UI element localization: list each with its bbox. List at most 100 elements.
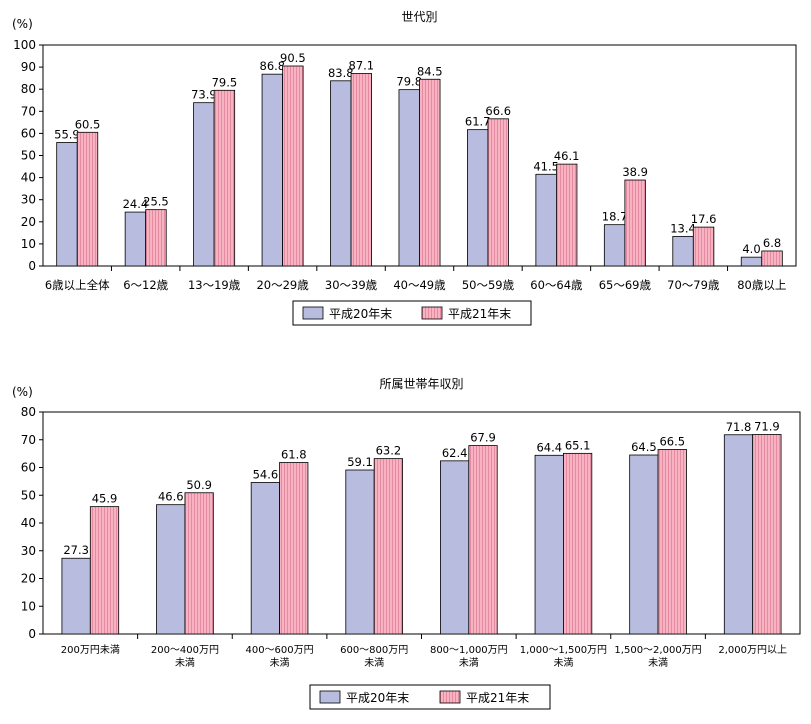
bar-h20: [535, 173, 557, 267]
bar-h20: [124, 211, 147, 267]
bar-h20: [534, 454, 564, 635]
data-label: 41.5: [533, 159, 559, 173]
y-tick-label: 60: [21, 461, 36, 475]
data-label: 4.0: [742, 242, 760, 256]
data-label: 83.8: [328, 66, 354, 80]
x-category-label: 80歳以上: [737, 278, 786, 292]
data-label: 38.9: [622, 165, 648, 179]
bar-h21: [145, 209, 167, 267]
bar-h21: [761, 250, 783, 267]
data-label: 87.1: [349, 59, 375, 73]
y-tick-label: 50: [21, 488, 36, 502]
legend: 平成20年末 平成21年末: [309, 684, 551, 710]
data-label: 67.9: [470, 431, 496, 445]
data-label: 79.5: [212, 75, 238, 89]
legend-label: 平成21年末: [448, 307, 511, 321]
bar-h21: [213, 89, 236, 267]
x-category-label: 6～12歳: [123, 278, 168, 292]
x-category-label: 65～69歳: [599, 278, 652, 292]
data-label: 55.9: [54, 127, 80, 141]
legend-swatch-h20: [302, 306, 324, 320]
legend-swatch-h21: [421, 306, 443, 320]
x-category-label: 50～59歳: [462, 278, 515, 292]
bar-h20: [345, 469, 375, 635]
y-tick-label: 0: [28, 627, 36, 641]
x-category-label: 2,000万円以上: [718, 644, 787, 656]
data-label: 79.8: [396, 75, 422, 89]
data-label: 18.7: [602, 210, 628, 224]
data-label: 62.4: [442, 446, 468, 460]
x-category-label: 600～800万円未満: [340, 645, 408, 669]
data-label: 45.9: [92, 492, 118, 506]
bar-h21: [624, 179, 646, 267]
x-category-label: 13～19歳: [188, 278, 241, 292]
y-tick-label: 90: [21, 60, 36, 74]
bar-h20: [193, 102, 215, 267]
bar-h20: [330, 80, 352, 267]
bar-h21: [350, 73, 372, 267]
data-label: 50.9: [186, 478, 212, 492]
data-label: 61.8: [281, 448, 307, 462]
y-tick-label: 80: [21, 82, 36, 96]
y-tick-label: 20: [21, 572, 36, 586]
chart-1: 世代別 (%) 0 10 20 30 40 50 60 70 80 90 100 55.960.5 6歳以上…: [12, 10, 797, 326]
bar-h21: [752, 434, 782, 635]
y-tick-label: 40: [21, 171, 36, 185]
legend-box: [309, 684, 551, 710]
data-label: 54.6: [253, 467, 279, 481]
data-label: 17.6: [691, 212, 717, 226]
legend: 平成20年末 平成21年末: [292, 300, 532, 326]
data-label: 66.6: [485, 104, 511, 118]
bar-h20: [629, 454, 659, 635]
legend-label: 平成20年末: [346, 691, 409, 705]
bar-h21: [184, 492, 214, 635]
data-label: 46.1: [554, 149, 580, 163]
data-label: 84.5: [417, 64, 443, 78]
bar-h21: [556, 163, 578, 267]
bar-h21: [487, 118, 509, 267]
data-label: 65.1: [565, 438, 591, 452]
data-label: 61.7: [465, 115, 491, 129]
bar-h21: [279, 462, 309, 635]
data-label: 27.3: [63, 543, 89, 557]
data-label: 71.8: [726, 420, 752, 434]
data-label: 73.9: [191, 88, 217, 102]
bar-h21: [419, 78, 441, 267]
y-tick-label: 50: [21, 149, 36, 163]
data-label: 25.5: [143, 195, 169, 209]
x-category-label: 400～600万円未満: [245, 645, 313, 669]
bar-h20: [261, 73, 283, 267]
bar-h20: [250, 482, 280, 635]
bar-h21: [563, 452, 593, 635]
y-tick-label: 70: [21, 433, 36, 447]
bar-h20: [467, 129, 489, 267]
bar-h21: [282, 65, 304, 267]
legend-label: 平成21年末: [466, 691, 529, 705]
data-label: 64.4: [536, 440, 562, 454]
bar-h20: [672, 235, 694, 267]
bar-h20: [61, 557, 91, 635]
legend-swatch-h20: [319, 690, 341, 704]
chart-2: 所属世帯年収別 (%) 0 10 20 30 40 50 60 70 80 27.3 45.9 200万円…: [12, 377, 801, 710]
bar-h21: [89, 506, 120, 635]
bar-h21: [468, 445, 498, 635]
y-tick-label: 30: [21, 544, 36, 558]
y-tick-label: 20: [21, 215, 36, 229]
data-label: 63.2: [376, 444, 402, 458]
x-category-label: 40～49歳: [393, 278, 446, 292]
x-category-label: 30～39歳: [325, 278, 378, 292]
x-category-label: 70～79歳: [667, 278, 720, 292]
legend-swatch-h21: [439, 690, 461, 704]
bar-h20: [740, 256, 763, 267]
data-label: 59.1: [347, 455, 373, 469]
legend-box: [292, 300, 532, 326]
bar-h21: [76, 131, 99, 267]
x-category-label: 6歳以上全体: [45, 278, 110, 292]
x-category-label: 1,500～2,000万円未満: [614, 645, 701, 669]
bar-h20: [440, 460, 470, 635]
legend-label: 平成20年末: [329, 307, 392, 321]
x-category-label: 60～64歳: [530, 278, 583, 292]
bar-h20: [56, 142, 78, 267]
bar-h20: [723, 434, 754, 635]
